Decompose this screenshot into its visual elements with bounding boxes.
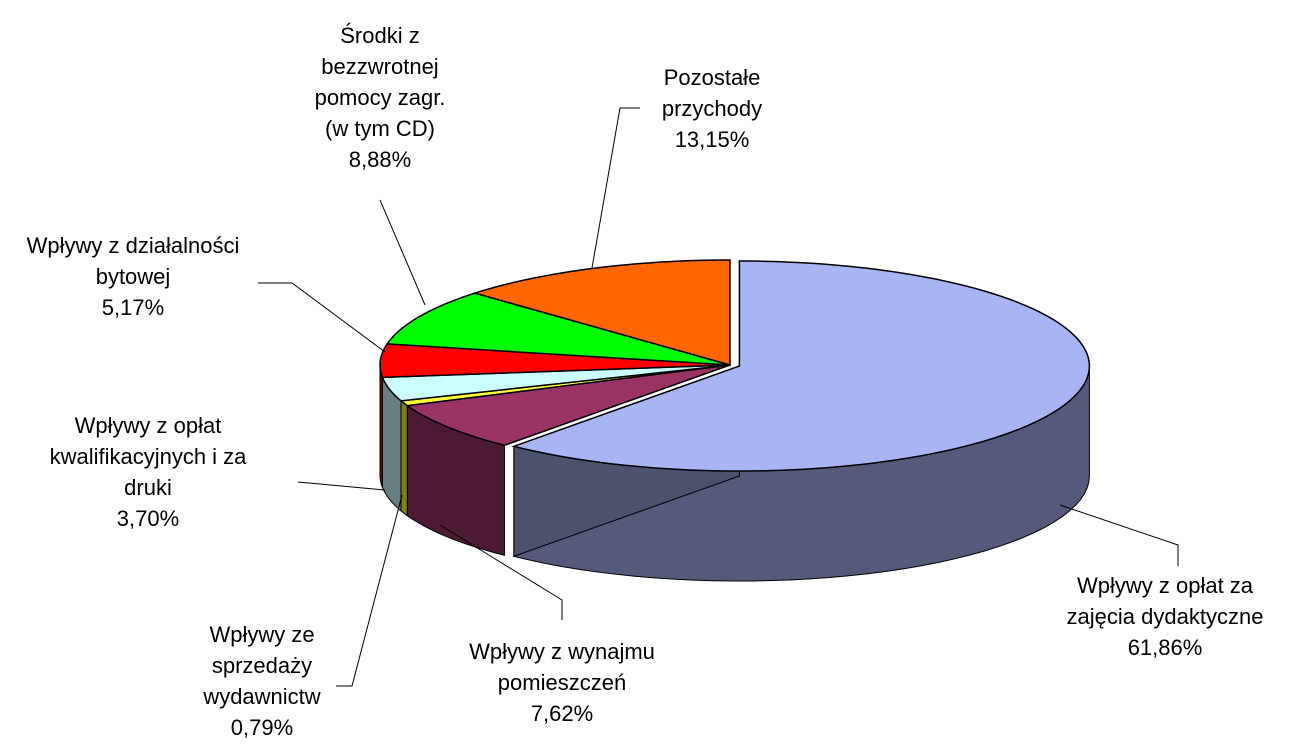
category-name: Wpływy z działalności bytowej [26, 233, 240, 289]
leader-line [591, 107, 640, 269]
slice-label: Wpływy z opłat kwalifikacyjnych i za dru… [28, 410, 268, 534]
slice [385, 292, 731, 366]
slice [379, 343, 731, 379]
leader-line [1059, 504, 1179, 566]
leader-line [439, 524, 563, 620]
slice [511, 260, 1091, 472]
slice-side [379, 364, 383, 488]
slice-label: Wpływy ze sprzedaży wydawnictw 0,79% [187, 619, 337, 743]
category-name: Wpływy ze sprzedaży wydawnictw [203, 622, 321, 709]
value-label: 3,70% [116, 506, 180, 531]
category-name: Wpływy z wynajmu pomieszczeń [469, 639, 655, 695]
category-name: Wpływy z opłat kwalifikacyjnych i za dru… [49, 413, 247, 500]
category-name: Środki z bezzwrotnej pomocy zagr. (w tym… [314, 23, 446, 141]
slice-label: Wpływy z opłat za zajęcia dydaktyczne 61,… [1040, 570, 1290, 663]
slice-label: Wpływy z wynajmu pomieszczeń 7,62% [427, 636, 697, 729]
slice-label: Wpływy z działalności bytowej 5,17% [0, 230, 268, 323]
value-label: 7,62% [530, 701, 594, 726]
leader-line [258, 282, 386, 353]
leader-line [336, 494, 403, 687]
value-label: 8,88% [348, 147, 412, 172]
slice-side [400, 399, 408, 517]
value-label: 0,79% [230, 715, 294, 740]
slice [405, 364, 731, 447]
value-label: 61,86% [1127, 635, 1203, 660]
slice [381, 364, 731, 402]
value-label: 13,15% [674, 127, 750, 152]
leader-line [297, 481, 386, 491]
slice-label: Środki z bezzwrotnej pomocy zagr. (w tym… [300, 20, 460, 175]
category-name: Wpływy z opłat za zajęcia dydaktyczne [1066, 573, 1264, 629]
leader-line [379, 199, 426, 306]
slice-label: Pozostałe przychody 13,15% [642, 62, 782, 155]
slice [472, 259, 731, 366]
value-label: 5,17% [101, 295, 165, 320]
category-name: Pozostałe przychody [661, 65, 763, 121]
